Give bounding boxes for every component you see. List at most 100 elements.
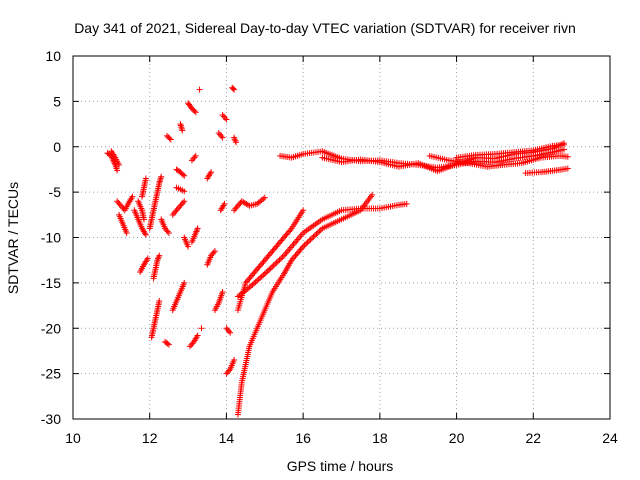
data-point (166, 135, 173, 142)
data-point (158, 173, 165, 180)
y-tick-labels: 10 5 0 -5 -10 -15 -20 -25 -30 (41, 48, 61, 427)
data-point (303, 240, 310, 247)
data-point (165, 229, 172, 236)
data-point (564, 153, 571, 160)
data-point (311, 232, 318, 239)
data-point (267, 265, 274, 272)
data-point (167, 136, 174, 143)
data-point (181, 198, 188, 205)
data-point (181, 188, 188, 195)
x-tick-label: 24 (602, 430, 618, 446)
data-point (123, 229, 130, 236)
data-point (223, 116, 230, 123)
data-point (219, 134, 226, 141)
y-tick-label: -5 (49, 184, 62, 200)
x-tick-label: 22 (525, 430, 541, 446)
data-point (301, 242, 308, 249)
data-point (308, 235, 315, 242)
y-tick-label: 5 (53, 93, 61, 109)
x-axis-label: GPS time / hours (287, 458, 394, 474)
data-point (179, 171, 186, 178)
data-point (264, 268, 271, 275)
data-point (230, 85, 237, 92)
data-point (181, 279, 188, 286)
data-point (270, 262, 277, 269)
data-point (304, 239, 311, 246)
y-tick-label: -25 (41, 366, 61, 382)
data-point (266, 266, 273, 273)
data-point (142, 231, 149, 238)
y-axis-label: SDTVAR / TECUs (5, 182, 21, 294)
data-point (156, 252, 163, 259)
data-point (165, 341, 172, 348)
x-tick-label: 18 (372, 430, 388, 446)
y-tick-label: 10 (45, 48, 61, 64)
data-point (198, 325, 205, 332)
data-point (276, 256, 283, 263)
data-point (208, 169, 215, 176)
data-point (316, 228, 323, 235)
data-point (279, 254, 286, 261)
data-point (273, 259, 280, 266)
data-point (116, 161, 123, 168)
data-point (194, 332, 201, 339)
data-point (275, 258, 282, 265)
data-point (196, 86, 203, 93)
data-point (192, 152, 199, 159)
data-point (156, 298, 163, 305)
data-point (114, 167, 121, 174)
data-point (369, 191, 376, 198)
data-point (261, 194, 268, 201)
data-point (142, 175, 149, 182)
data-point (140, 216, 147, 223)
data-point (144, 255, 151, 262)
y-tick-label: 0 (53, 139, 61, 155)
data-point (194, 225, 201, 232)
x-tick-label: 12 (142, 430, 158, 446)
data-point (191, 108, 198, 115)
x-tick-label: 14 (219, 430, 235, 446)
data-point (231, 357, 238, 364)
y-tick-label: -10 (41, 230, 61, 246)
x-tick-label: 10 (65, 430, 81, 446)
grid-lines (73, 56, 610, 419)
data-point (310, 233, 317, 240)
data-point (313, 231, 320, 238)
data-point (269, 263, 276, 270)
data-point (185, 243, 192, 250)
data-point (314, 229, 321, 236)
data-point (403, 200, 410, 207)
data-point (261, 270, 268, 277)
data-point (317, 226, 324, 233)
y-tick-label: -30 (41, 411, 61, 427)
data-point (307, 236, 314, 243)
data-point (219, 288, 226, 295)
axis-ticks (72, 55, 611, 420)
data-point (564, 165, 571, 172)
data-point (278, 255, 285, 262)
data-point (227, 329, 234, 336)
x-tick-labels: 10 12 14 16 18 20 22 24 (65, 430, 618, 446)
y-tick-label: -20 (41, 320, 61, 336)
data-points (104, 84, 571, 418)
data-point (263, 269, 270, 276)
y-tick-label: -15 (41, 275, 61, 291)
data-point (231, 86, 238, 93)
data-point (211, 248, 218, 255)
chart-title: Day 341 of 2021, Sidereal Day-to-day VTE… (74, 20, 576, 36)
x-tick-label: 20 (449, 430, 465, 446)
data-point (560, 141, 567, 148)
data-point (233, 139, 240, 146)
data-point (272, 261, 279, 268)
data-point (300, 243, 307, 250)
data-point (164, 340, 171, 347)
data-point (192, 109, 199, 116)
data-point (129, 193, 136, 200)
data-point (181, 172, 188, 179)
x-tick-label: 16 (295, 430, 311, 446)
data-point (300, 207, 307, 214)
data-point (179, 127, 186, 134)
data-point (221, 200, 228, 207)
